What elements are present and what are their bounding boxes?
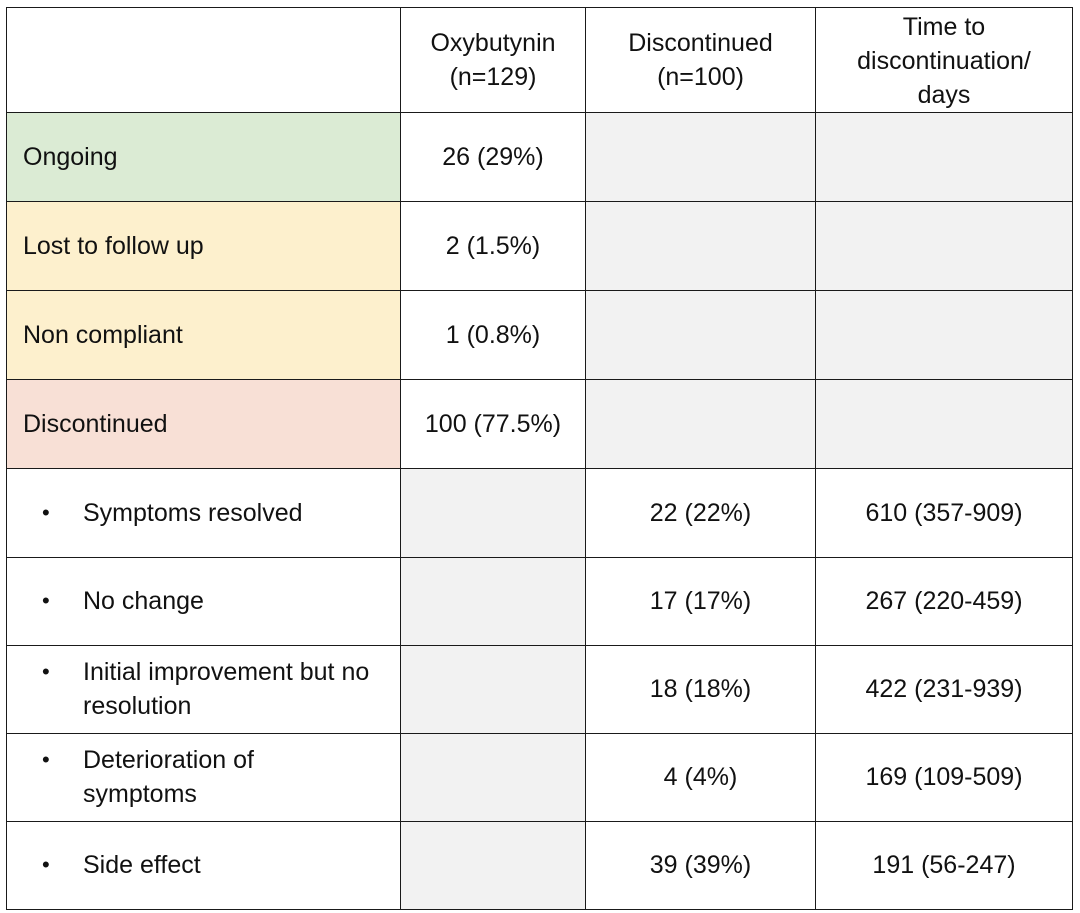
table-row: • Symptoms resolved 22 (22%) 610 (357-90… — [6, 468, 1073, 558]
reason-cell: • Side effect — [6, 820, 401, 911]
table-row: • Initial improvement but no resolution … — [6, 644, 1073, 734]
discontinued-empty-cell — [585, 201, 816, 292]
oxybutynin-empty-cell — [400, 644, 586, 734]
reason-label-deterioration: Deterioration of symptoms — [83, 746, 254, 809]
oxybutynin-empty-cell — [400, 732, 586, 822]
table-row: Lost to follow up 2 (1.5%) — [6, 201, 1073, 292]
table-row: Non compliant 1 (0.8%) — [6, 290, 1073, 381]
discontinued-value: 18 (18%) — [585, 644, 816, 734]
time-empty-cell — [815, 112, 1073, 203]
table-row: • Deterioration of symptoms 4 (4%) 169 (… — [6, 732, 1073, 822]
row-label-non-compliant: Non compliant — [6, 290, 401, 381]
oxybutynin-value: 26 (29%) — [400, 112, 586, 203]
bullet-marker: • — [42, 852, 50, 878]
outcomes-table: Oxybutynin (n=129) Discontinued (n=100) … — [6, 6, 1073, 911]
header-oxybutynin-line1: Oxybutynin — [430, 29, 556, 58]
header-time-line3: days — [917, 81, 971, 110]
bullet-marker: • — [42, 659, 50, 685]
table-row: Ongoing 26 (29%) — [6, 112, 1073, 203]
time-value: 191 (56-247) — [815, 820, 1073, 911]
table-row: • No change 17 (17%) 267 (220-459) — [6, 556, 1073, 646]
bullet-marker: • — [42, 588, 50, 614]
time-empty-cell — [815, 379, 1073, 470]
time-value: 169 (109-509) — [815, 732, 1073, 822]
oxybutynin-value: 100 (77.5%) — [400, 379, 586, 470]
oxybutynin-value: 2 (1.5%) — [400, 201, 586, 292]
reason-label-no-change: No change — [83, 587, 204, 616]
oxybutynin-empty-cell — [400, 468, 586, 558]
reason-label-symptoms-resolved: Symptoms resolved — [83, 499, 303, 528]
reason-cell: • Symptoms resolved — [6, 468, 401, 558]
header-oxybutynin-line2: (n=129) — [449, 63, 537, 92]
discontinued-value: 4 (4%) — [585, 732, 816, 822]
bullet-marker: • — [42, 747, 50, 773]
table-row: Discontinued 100 (77.5%) — [6, 379, 1073, 470]
time-value: 422 (231-939) — [815, 644, 1073, 734]
time-value: 610 (357-909) — [815, 468, 1073, 558]
row-label-discontinued: Discontinued — [6, 379, 401, 470]
oxybutynin-empty-cell — [400, 820, 586, 911]
reason-label-side-effect: Side effect — [83, 851, 201, 880]
header-discontinued: Discontinued (n=100) — [585, 6, 816, 114]
reason-cell: • No change — [6, 556, 401, 646]
time-empty-cell — [815, 201, 1073, 292]
discontinued-empty-cell — [585, 379, 816, 470]
header-time-line1: Time to — [902, 13, 986, 42]
oxybutynin-empty-cell — [400, 556, 586, 646]
discontinued-value: 22 (22%) — [585, 468, 816, 558]
reason-label-initial-improvement: Initial improvement but no resolution — [83, 658, 370, 721]
header-row: Oxybutynin (n=129) Discontinued (n=100) … — [6, 6, 1073, 114]
discontinued-empty-cell — [585, 112, 816, 203]
time-value: 267 (220-459) — [815, 556, 1073, 646]
header-empty-cell — [6, 6, 401, 114]
row-label-ongoing: Ongoing — [6, 112, 401, 203]
oxybutynin-value: 1 (0.8%) — [400, 290, 586, 381]
header-time-to-discontinuation: Time to discontinuation/ days — [815, 6, 1073, 114]
discontinued-value: 17 (17%) — [585, 556, 816, 646]
reason-cell: • Deterioration of symptoms — [6, 732, 401, 822]
row-label-lost-to-follow-up: Lost to follow up — [6, 201, 401, 292]
reason-cell: • Initial improvement but no resolution — [6, 644, 401, 734]
header-oxybutynin: Oxybutynin (n=129) — [400, 6, 586, 114]
discontinued-value: 39 (39%) — [585, 820, 816, 911]
header-time-line2: discontinuation/ — [857, 47, 1031, 76]
table-row: • Side effect 39 (39%) 191 (56-247) — [6, 820, 1073, 911]
bullet-marker: • — [42, 500, 50, 526]
discontinued-empty-cell — [585, 290, 816, 381]
time-empty-cell — [815, 290, 1073, 381]
header-discontinued-line1: Discontinued — [628, 29, 773, 58]
header-discontinued-line2: (n=100) — [657, 63, 744, 92]
